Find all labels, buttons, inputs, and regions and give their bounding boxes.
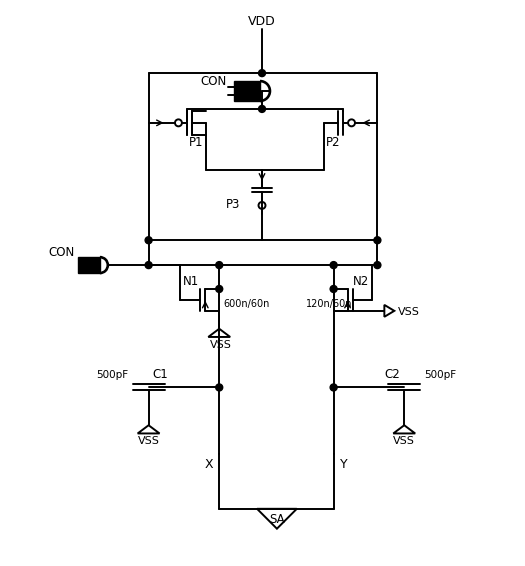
Circle shape — [216, 261, 223, 269]
Text: X: X — [205, 457, 213, 470]
Bar — [78, 257, 100, 273]
Bar — [234, 81, 260, 101]
Text: P3: P3 — [226, 198, 240, 211]
Text: C2: C2 — [384, 368, 400, 381]
Circle shape — [374, 237, 381, 244]
Circle shape — [145, 237, 152, 244]
Text: N2: N2 — [353, 275, 370, 288]
Text: 120n/60n: 120n/60n — [306, 299, 352, 309]
Text: VSS: VSS — [138, 436, 160, 447]
Text: VSS: VSS — [398, 307, 420, 317]
Text: 500pF: 500pF — [97, 370, 129, 380]
Circle shape — [216, 285, 223, 293]
Circle shape — [330, 261, 337, 269]
Circle shape — [145, 261, 152, 269]
Circle shape — [330, 384, 337, 391]
Circle shape — [216, 384, 223, 391]
Text: VSS: VSS — [211, 340, 232, 350]
Text: CON: CON — [49, 246, 75, 259]
Text: P1: P1 — [189, 136, 204, 149]
Text: CON: CON — [200, 75, 226, 88]
Circle shape — [374, 261, 381, 269]
Circle shape — [330, 285, 337, 293]
Text: 600n/60n: 600n/60n — [223, 299, 269, 309]
Text: SA: SA — [269, 513, 285, 526]
Text: VSS: VSS — [393, 436, 415, 447]
Text: VDD: VDD — [248, 15, 276, 28]
Circle shape — [258, 105, 266, 113]
Circle shape — [258, 70, 266, 76]
Text: Y: Y — [340, 457, 347, 470]
Text: 500pF: 500pF — [424, 370, 456, 380]
Text: P2: P2 — [327, 136, 341, 149]
Text: N1: N1 — [183, 275, 200, 288]
Text: C1: C1 — [153, 368, 169, 381]
